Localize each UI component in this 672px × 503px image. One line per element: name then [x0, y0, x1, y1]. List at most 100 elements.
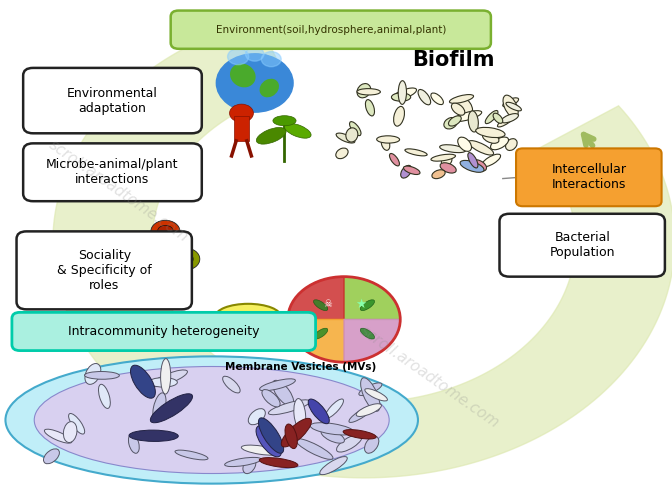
Text: scroll.aroadtome.com: scroll.aroadtome.com: [46, 137, 192, 245]
Circle shape: [138, 271, 167, 293]
Ellipse shape: [452, 103, 465, 115]
Circle shape: [230, 104, 253, 122]
Ellipse shape: [501, 114, 519, 123]
Ellipse shape: [222, 312, 228, 321]
Ellipse shape: [460, 160, 484, 173]
FancyBboxPatch shape: [23, 68, 202, 133]
Polygon shape: [288, 277, 344, 319]
Ellipse shape: [241, 445, 280, 455]
Ellipse shape: [456, 97, 472, 114]
Ellipse shape: [401, 165, 412, 178]
Circle shape: [278, 316, 286, 322]
Ellipse shape: [398, 80, 407, 104]
Ellipse shape: [482, 133, 499, 143]
Ellipse shape: [360, 300, 374, 310]
Ellipse shape: [273, 116, 296, 126]
Ellipse shape: [268, 400, 310, 414]
Ellipse shape: [259, 458, 298, 468]
Text: Environment(soil,hydrosphere,animal,plant): Environment(soil,hydrosphere,animal,plan…: [216, 25, 446, 35]
Ellipse shape: [241, 312, 246, 321]
Polygon shape: [344, 277, 401, 319]
Ellipse shape: [391, 93, 411, 101]
Ellipse shape: [222, 376, 240, 393]
Ellipse shape: [336, 133, 355, 143]
Ellipse shape: [230, 63, 255, 88]
Ellipse shape: [262, 389, 280, 407]
Ellipse shape: [493, 113, 503, 123]
Bar: [234, 116, 249, 141]
Circle shape: [266, 315, 274, 321]
Circle shape: [246, 314, 254, 320]
Ellipse shape: [248, 408, 265, 425]
Ellipse shape: [320, 457, 347, 475]
Circle shape: [171, 248, 200, 270]
Ellipse shape: [361, 378, 380, 411]
Ellipse shape: [356, 404, 382, 416]
Ellipse shape: [485, 111, 498, 124]
Ellipse shape: [310, 423, 354, 435]
Circle shape: [259, 315, 267, 321]
Circle shape: [124, 245, 153, 268]
Ellipse shape: [296, 439, 333, 459]
Ellipse shape: [243, 458, 256, 474]
Ellipse shape: [5, 356, 418, 484]
Ellipse shape: [151, 370, 187, 387]
Ellipse shape: [357, 89, 380, 95]
Ellipse shape: [256, 426, 282, 457]
Text: ★: ★: [355, 298, 366, 311]
Text: Intercellular
Interactions: Intercellular Interactions: [551, 163, 626, 191]
Text: Sociality
& Specificity of
roles: Sociality & Specificity of roles: [57, 249, 152, 292]
Ellipse shape: [506, 102, 521, 111]
Ellipse shape: [282, 418, 311, 447]
Ellipse shape: [285, 424, 297, 449]
Ellipse shape: [161, 359, 171, 394]
Ellipse shape: [365, 389, 388, 401]
Ellipse shape: [377, 136, 400, 143]
Circle shape: [228, 49, 249, 65]
Ellipse shape: [284, 123, 311, 138]
Ellipse shape: [440, 163, 456, 173]
Ellipse shape: [325, 399, 343, 418]
Text: Membrane Vesicles (MVs): Membrane Vesicles (MVs): [225, 362, 376, 372]
Ellipse shape: [468, 152, 478, 168]
Ellipse shape: [256, 127, 286, 144]
Ellipse shape: [34, 367, 389, 473]
Ellipse shape: [343, 430, 376, 439]
Ellipse shape: [357, 83, 371, 98]
Ellipse shape: [442, 155, 452, 166]
Circle shape: [151, 220, 180, 242]
Ellipse shape: [215, 304, 281, 330]
Ellipse shape: [394, 107, 405, 126]
Ellipse shape: [364, 436, 379, 453]
Circle shape: [288, 316, 296, 322]
Ellipse shape: [468, 111, 478, 132]
Ellipse shape: [63, 422, 77, 443]
Ellipse shape: [259, 418, 284, 453]
Ellipse shape: [224, 457, 261, 467]
Text: Biofilm: Biofilm: [412, 50, 495, 70]
Ellipse shape: [405, 149, 427, 156]
Ellipse shape: [390, 153, 399, 166]
Circle shape: [144, 276, 160, 288]
Circle shape: [177, 253, 193, 265]
Ellipse shape: [85, 372, 120, 379]
FancyBboxPatch shape: [499, 214, 665, 277]
Ellipse shape: [308, 399, 329, 424]
Ellipse shape: [294, 398, 306, 430]
Ellipse shape: [505, 139, 517, 150]
Ellipse shape: [337, 435, 362, 452]
Ellipse shape: [450, 95, 474, 103]
Text: ☠: ☠: [323, 299, 332, 309]
Text: scroll.aroadtome.com: scroll.aroadtome.com: [358, 323, 503, 431]
Ellipse shape: [85, 364, 101, 384]
Ellipse shape: [99, 384, 110, 408]
Ellipse shape: [44, 449, 59, 464]
Ellipse shape: [432, 170, 445, 179]
Ellipse shape: [259, 79, 279, 97]
Ellipse shape: [232, 312, 237, 321]
Text: Microbe-animal/plant
interactions: Microbe-animal/plant interactions: [46, 158, 179, 186]
Circle shape: [131, 250, 147, 263]
Ellipse shape: [128, 434, 139, 453]
FancyBboxPatch shape: [17, 231, 192, 309]
Ellipse shape: [468, 141, 494, 155]
